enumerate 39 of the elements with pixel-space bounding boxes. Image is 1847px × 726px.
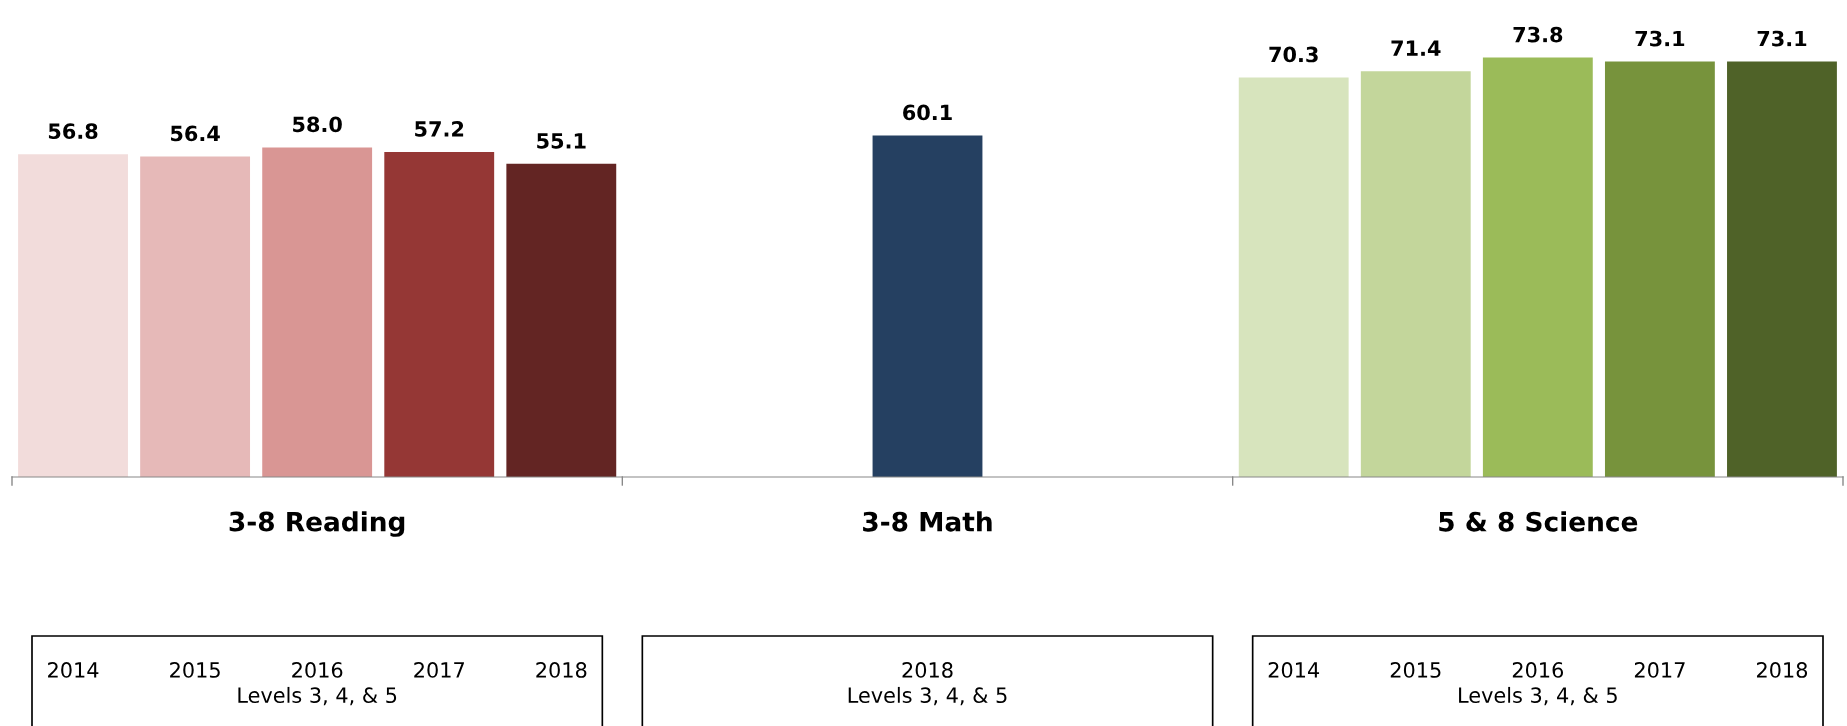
x-tick-label: 2014 (1268, 662, 1320, 678)
x-tick-label: 2016 (1512, 662, 1564, 678)
bar (1238, 77, 1349, 477)
text: 5 & 8 Science (1439, 511, 1638, 532)
data-label: 56.8 (48, 123, 98, 140)
bar (872, 135, 983, 477)
x-tick-label: 2015 (170, 662, 220, 678)
bar (140, 156, 251, 477)
text: 3-8 Reading (229, 511, 405, 537)
data-label: 60.1 (903, 104, 952, 121)
x-tick-label: 2018 (536, 662, 587, 678)
x-tick-label: 2015 (1390, 662, 1441, 678)
data-label: 73.8 (1513, 26, 1563, 43)
bar (384, 151, 495, 477)
data-label: 56.4 (171, 125, 220, 142)
x-tick-label: 2018 (1756, 662, 1808, 678)
data-label: 70.3 (1269, 46, 1318, 63)
x-tick-label: 2016 (292, 662, 343, 678)
text: 3-8 Math (863, 511, 992, 532)
text: Levels 3, 4, & 5 (238, 686, 397, 706)
text: Levels 3, 4, & 5 (1459, 686, 1617, 706)
data-label: 58.0 (293, 116, 342, 133)
x-tick-label: 2017 (414, 662, 464, 678)
bar (1727, 61, 1837, 477)
data-label: 71.4 (1391, 40, 1441, 56)
data-label: 73.1 (1757, 30, 1807, 47)
text: Levels 3, 4, & 5 (848, 686, 1007, 706)
x-tick-label: 2017 (1634, 662, 1685, 678)
x-tick-label: 2018 (902, 662, 953, 678)
bar (1360, 71, 1471, 477)
bar (1482, 57, 1593, 477)
data-label: 73.1 (1635, 30, 1685, 47)
bar (506, 163, 617, 477)
x-tick-label: 2014 (48, 662, 99, 678)
bar (18, 154, 128, 477)
data-label: 57.2 (415, 121, 464, 137)
bar (262, 147, 373, 477)
data-label: 55.1 (537, 133, 586, 149)
bar (1604, 61, 1715, 477)
